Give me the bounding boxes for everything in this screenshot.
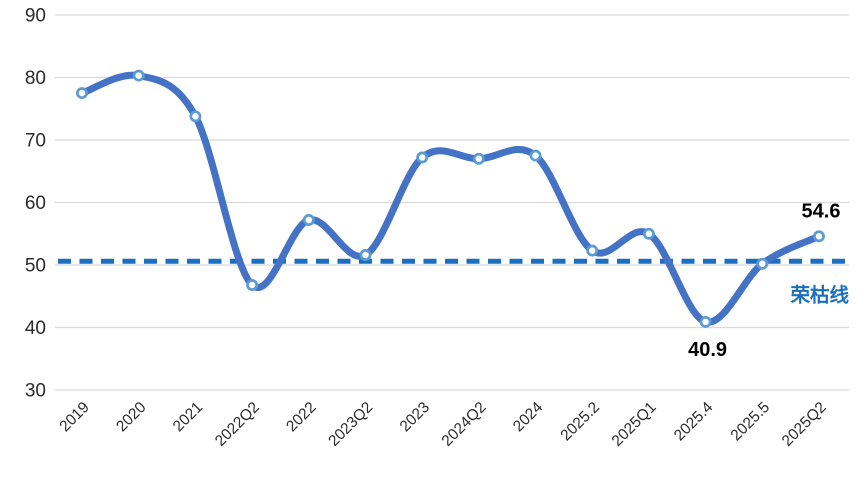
y-axis-tick-label: 80 xyxy=(25,68,46,89)
data-point-marker xyxy=(699,315,712,328)
x-axis-tick-label: 2025.4 xyxy=(671,399,717,445)
x-axis-tick-label: 2023Q2 xyxy=(325,399,376,450)
x-axis-tick-label: 2022Q2 xyxy=(212,399,263,450)
data-point-marker xyxy=(246,279,259,291)
data-point-marker xyxy=(416,151,429,164)
y-axis-tick-label: 30 xyxy=(25,381,46,402)
reference-line-label: 荣枯线 xyxy=(789,283,849,306)
data-point-marker xyxy=(472,152,485,165)
data-point-marker xyxy=(359,249,372,261)
data-point-marker xyxy=(813,230,825,243)
y-axis-tick-label: 60 xyxy=(25,193,46,214)
x-axis-tick-label: 2023 xyxy=(397,399,433,435)
data-point-marker xyxy=(586,244,599,257)
x-axis-tick-label: 2022 xyxy=(283,399,319,435)
x-axis-tick-label: 2025.2 xyxy=(557,399,603,445)
x-axis-tick-label: 2020 xyxy=(113,399,150,436)
y-axis-tick-label: 70 xyxy=(25,131,46,152)
data-point-marker xyxy=(132,69,145,82)
x-axis-tick-label: 2025Q2 xyxy=(779,399,830,450)
y-axis-tick-label: 90 xyxy=(25,6,46,27)
data-point-marker xyxy=(642,227,655,240)
data-point-marker xyxy=(76,87,88,100)
data-point-marker xyxy=(529,149,542,162)
data-point-marker xyxy=(189,110,202,123)
x-axis-tick-label: 2024Q2 xyxy=(439,399,490,450)
y-axis-tick-label: 40 xyxy=(25,318,46,339)
x-axis-tick-label: 2021 xyxy=(170,399,206,435)
y-axis-tick-label: 50 xyxy=(25,256,46,277)
data-point-label: 40.9 xyxy=(688,339,727,361)
data-point-label: 54.6 xyxy=(802,200,841,222)
x-axis-tick-label: 2025.5 xyxy=(728,399,774,445)
x-axis-tick-label: 2025Q1 xyxy=(609,399,660,450)
data-point-marker xyxy=(756,257,769,270)
x-axis-tick-label: 2024 xyxy=(510,399,547,436)
x-axis-tick-label: 2019 xyxy=(56,399,92,435)
data-point-marker xyxy=(302,214,315,226)
series-line xyxy=(78,71,823,326)
